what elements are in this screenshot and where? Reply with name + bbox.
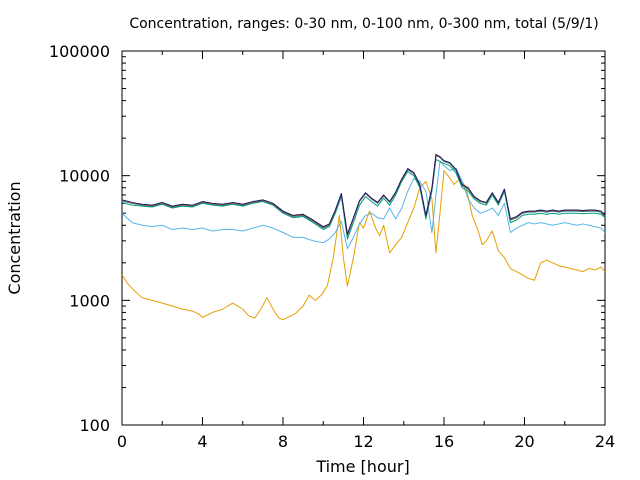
y-axis-label: Concentration (5, 181, 24, 294)
chart-title: Concentration, ranges: 0-30 nm, 0-100 nm… (129, 16, 598, 32)
y-tick-labels: 100 1000 10000 100000 (49, 42, 110, 435)
x-tick-label: 12 (353, 432, 373, 451)
series-line-6 (121, 153, 606, 235)
plot-area (121, 50, 606, 426)
series-layer (121, 153, 606, 321)
y-tick-label: 100000 (49, 42, 110, 61)
x-tick-label: 24 (595, 432, 615, 451)
x-tick-label: 0 (117, 432, 127, 451)
series-line-3 (121, 158, 606, 240)
x-tick-label: 8 (278, 432, 288, 451)
y-tick-label: 10000 (59, 167, 110, 186)
y-tick-label: 100 (79, 416, 110, 435)
x-tick-label: 4 (197, 432, 207, 451)
series-line-2 (121, 160, 606, 250)
axis-ticks (121, 50, 606, 426)
series-line-1 (121, 170, 606, 321)
x-axis-label: Time [hour] (315, 457, 409, 476)
x-tick-labels: 0 4 8 12 16 20 24 (117, 432, 615, 451)
x-tick-label: 20 (514, 432, 534, 451)
x-tick-label: 16 (434, 432, 454, 451)
y-tick-label: 1000 (69, 291, 110, 310)
